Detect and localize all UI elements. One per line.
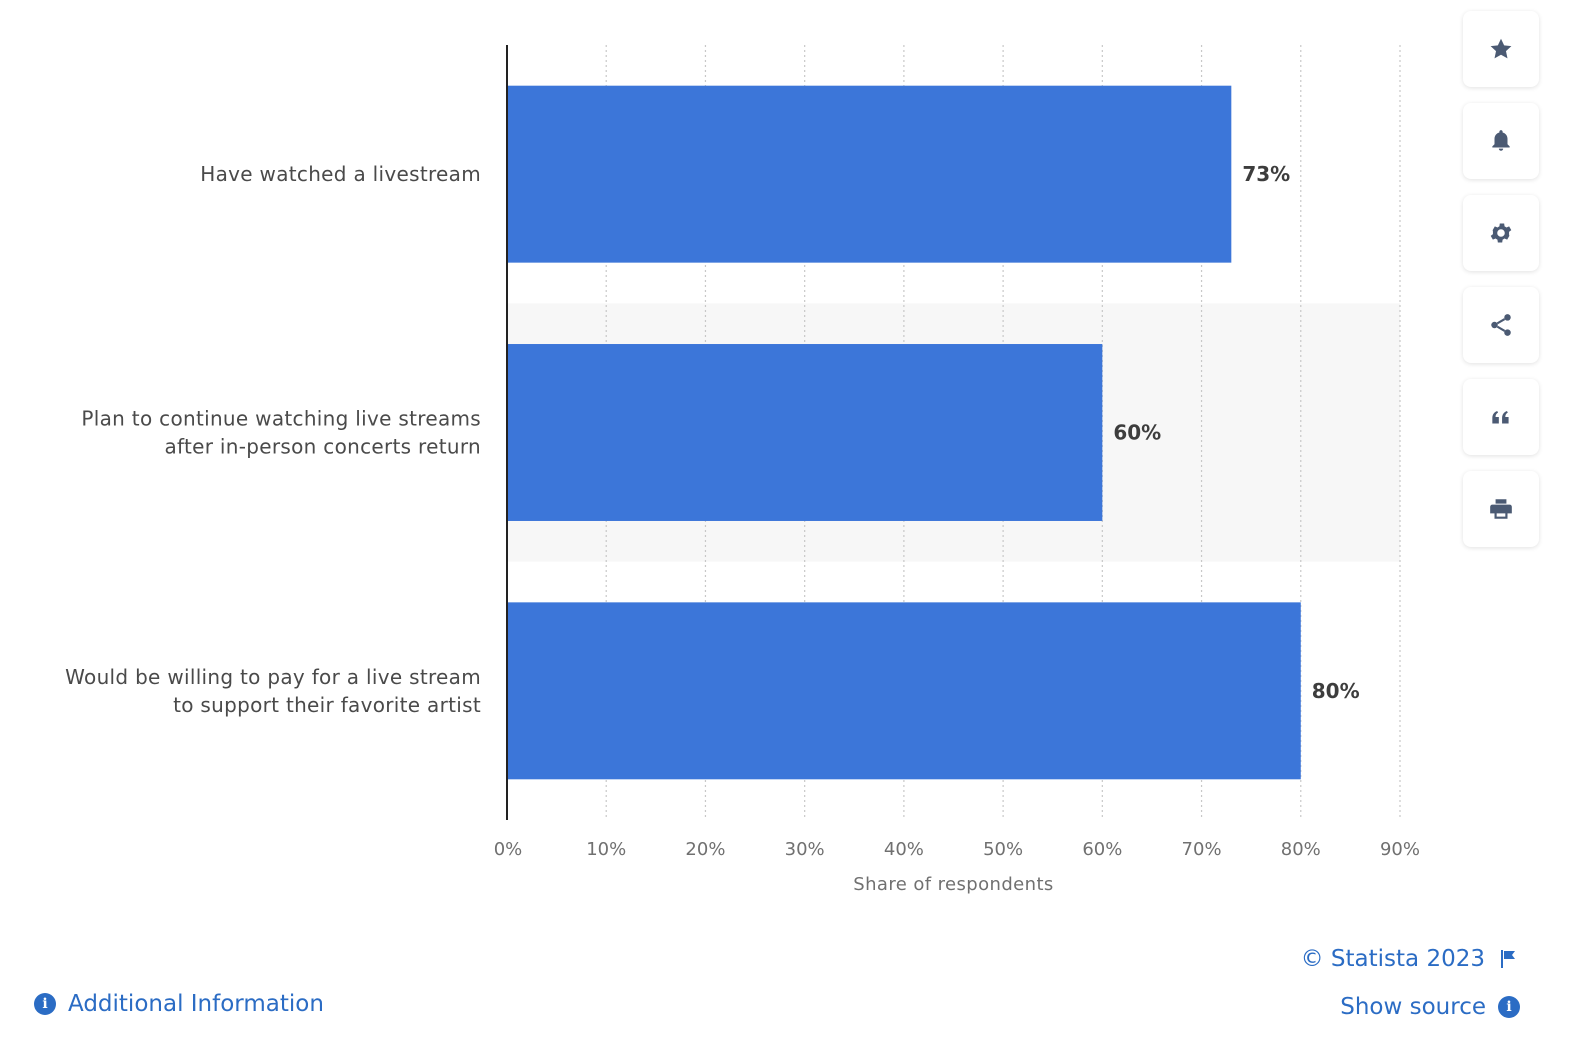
gear-icon [1490,223,1512,243]
star-icon [1490,38,1512,59]
bell-icon [1492,130,1510,151]
value-label: 73% [1242,162,1290,186]
copyright-label: © Statista 2023 [1300,946,1485,972]
x-tick-label: 40% [884,839,924,860]
additional-information-link[interactable]: i Additional Information [34,991,324,1017]
category-label: Have watched a livestream [200,162,481,186]
show-source-link[interactable]: Show source i [1340,994,1520,1020]
settings-button[interactable] [1463,195,1539,271]
bar[interactable] [507,344,1103,521]
info-icon: i [1498,996,1520,1018]
quote-icon [1492,411,1509,424]
x-tick-label: 50% [983,839,1023,860]
x-tick-labels: 0% 10% 20% 30% 40% 50% 60% 70% 80% 90% [494,839,1420,860]
value-labels: 73% 60% 80% [1113,162,1359,703]
copyright-notice: © Statista 2023 [1301,946,1517,972]
printer-icon [1490,499,1512,519]
additional-information-label: Additional Information [68,991,324,1017]
print-button[interactable] [1463,471,1539,547]
bars [507,85,1301,780]
notification-button[interactable] [1463,103,1539,179]
x-tick-label: 0% [494,839,523,860]
x-axis-title: Share of respondents [853,874,1053,895]
bar[interactable] [507,602,1301,780]
bar-chart: Have watched a livestream Plan to continu… [65,45,1420,895]
x-tick-label: 10% [586,839,626,860]
flag-icon[interactable] [1499,949,1517,969]
x-tick-label: 30% [785,839,825,860]
value-label: 60% [1113,421,1161,445]
cite-button[interactable] [1463,379,1539,455]
x-tick-label: 70% [1182,839,1222,860]
x-tick-label: 60% [1082,839,1122,860]
share-button[interactable] [1463,287,1539,363]
info-icon: i [34,993,56,1015]
chart-toolbar [1463,11,1540,563]
category-label: Would be willing to pay for a live strea… [65,665,481,717]
x-tick-label: 20% [685,839,725,860]
value-label: 80% [1312,679,1360,703]
category-label: Plan to continue watching live streams af… [81,407,481,459]
bar[interactable] [507,85,1232,263]
x-tick-label: 80% [1281,839,1321,860]
category-labels: Have watched a livestream Plan to continu… [65,162,481,717]
show-source-label: Show source [1340,994,1486,1020]
share-icon [1491,314,1511,336]
favorite-button[interactable] [1463,11,1539,87]
x-tick-label: 90% [1380,839,1420,860]
